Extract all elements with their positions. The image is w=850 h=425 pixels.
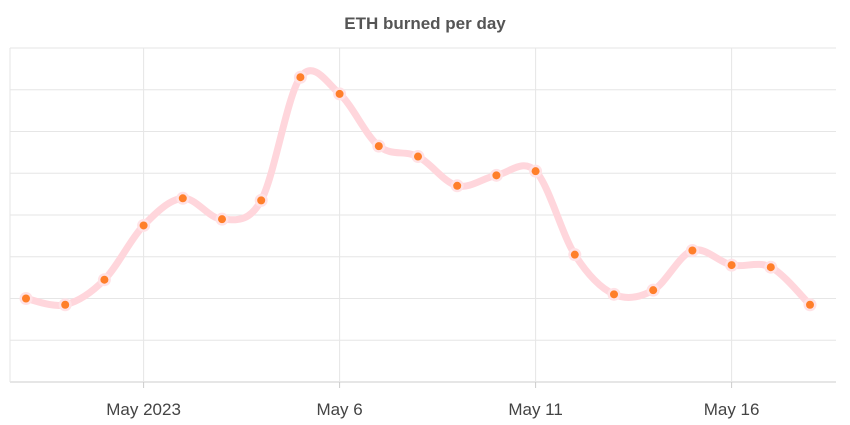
data-point-marker: [414, 152, 422, 161]
x-tick-label: May 6: [316, 400, 362, 419]
series-line: [22, 67, 814, 309]
data-point[interactable]: [372, 139, 386, 153]
data-point-marker: [649, 286, 658, 295]
x-tick-label: May 16: [704, 400, 760, 419]
data-point[interactable]: [607, 287, 621, 301]
x-tick-label: May 2023: [106, 400, 181, 419]
data-point-marker: [688, 246, 697, 255]
data-point-marker: [570, 250, 579, 259]
data-point-marker: [296, 73, 305, 82]
data-point[interactable]: [58, 298, 72, 312]
data-point-marker: [610, 290, 618, 299]
data-point[interactable]: [803, 298, 817, 312]
data-point[interactable]: [333, 87, 347, 101]
data-point-marker: [374, 142, 383, 151]
data-point[interactable]: [725, 258, 739, 272]
x-axis-ticks: May 2023 May 6 May 11 May 16: [106, 400, 759, 419]
data-point[interactable]: [97, 273, 111, 287]
data-point-marker: [139, 221, 148, 230]
data-point-marker: [766, 263, 775, 272]
x-tick-label: May 11: [508, 400, 563, 419]
data-point[interactable]: [568, 248, 582, 262]
data-point-marker: [727, 261, 736, 270]
data-point-marker: [531, 167, 540, 176]
marker-layer: [19, 70, 817, 312]
data-point[interactable]: [215, 212, 229, 226]
data-point-marker: [257, 196, 266, 205]
series-layer: [22, 67, 814, 309]
data-point-marker: [22, 294, 30, 303]
data-point[interactable]: [450, 179, 464, 193]
data-point-marker: [492, 171, 501, 180]
data-point[interactable]: [764, 260, 778, 274]
data-point[interactable]: [646, 283, 660, 297]
data-point[interactable]: [19, 292, 33, 305]
data-point[interactable]: [411, 150, 425, 164]
data-point[interactable]: [293, 70, 307, 84]
data-point[interactable]: [489, 168, 503, 182]
data-point-marker: [61, 300, 70, 309]
grid-layer: [9, 47, 836, 388]
data-point[interactable]: [685, 243, 699, 257]
data-point-marker: [335, 89, 344, 98]
data-point[interactable]: [254, 193, 268, 207]
data-point[interactable]: [137, 218, 151, 232]
data-point-marker: [806, 300, 814, 309]
data-point-marker: [100, 275, 109, 284]
data-point[interactable]: [529, 164, 543, 178]
data-point[interactable]: [176, 191, 190, 205]
data-point-marker: [178, 194, 187, 203]
data-point-marker: [453, 181, 462, 190]
data-point-marker: [218, 215, 226, 224]
chart-title: ETH burned per day: [344, 14, 506, 33]
